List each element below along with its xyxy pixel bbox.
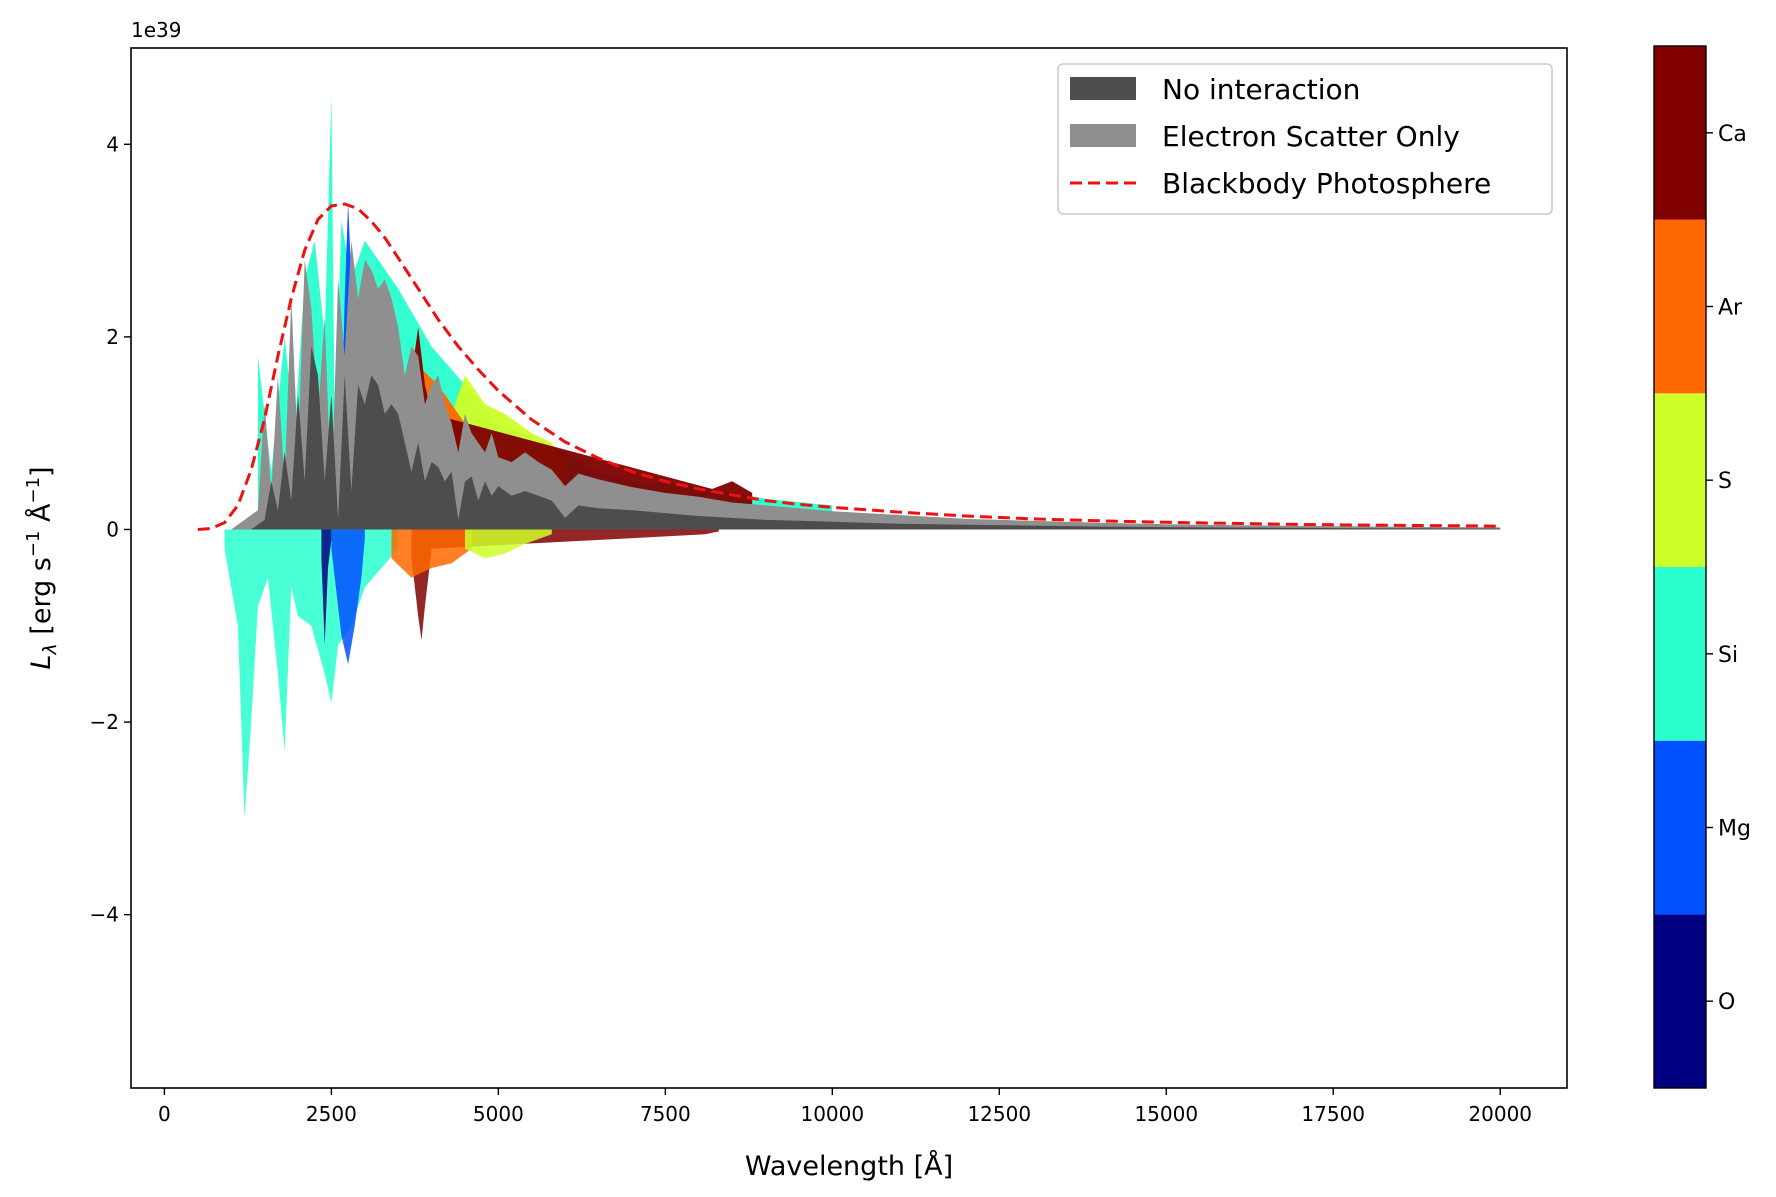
y-label-sup-b: −1 [23, 477, 44, 504]
x-tick-label: 5000 [473, 1102, 524, 1126]
legend-swatch-no-interaction [1070, 77, 1136, 100]
y-label-unit-b: Å [25, 503, 57, 531]
no-interaction-area [251, 346, 1501, 530]
x-axis-label: Wavelength [Å] [745, 1150, 953, 1182]
colorbar-label-mg: Mg [1718, 817, 1751, 842]
legend-swatch-electron-scatter [1070, 124, 1136, 147]
x-tick-label: 7500 [640, 1102, 691, 1126]
colorbar-label-o: O [1718, 990, 1735, 1015]
y-tick-label: −2 [90, 710, 119, 734]
colorbar-segment-s [1654, 393, 1706, 567]
plot-frame [130, 47, 1568, 1089]
colorbar-segment-si [1654, 567, 1706, 741]
y-label-unit-a: [erg s [26, 557, 57, 643]
y-tick-label: 2 [106, 325, 119, 349]
y-axis: −4 −2 0 2 4 [90, 132, 131, 927]
y-tick-label: −4 [90, 903, 119, 927]
absorption-area-mg [331, 529, 365, 665]
legend-label-electron-scatter: Electron Scatter Only [1162, 120, 1460, 153]
absorption-area-ar [391, 529, 472, 578]
y-tick-label: 0 [106, 517, 119, 541]
absorption-area-o [321, 529, 332, 645]
colorbar-label-s: S [1718, 469, 1732, 494]
colorbar-segment-mg [1654, 740, 1706, 915]
y-label-symbol: L [26, 655, 57, 670]
x-tick-label: 12500 [967, 1102, 1031, 1126]
y-label-subscript: λ [39, 643, 61, 655]
y-label-unit-end: ] [26, 466, 57, 477]
absorption-area-s [465, 529, 552, 559]
legend: No interaction Electron Scatter Only Bla… [1057, 63, 1553, 215]
legend-label-no-interaction: No interaction [1162, 73, 1360, 106]
colorbar-frame [1653, 45, 1707, 1089]
colorbar-label-ar: Ar [1718, 296, 1743, 321]
colorbar-segment-ar [1654, 219, 1706, 394]
element-colorbar: O Mg Si S Ar Ca [1653, 45, 1751, 1089]
x-tick-label: 15000 [1134, 1102, 1198, 1126]
colorbar-segment-o [1654, 914, 1706, 1088]
y-axis-label: Lλ [erg s−1 Å−1] [23, 466, 61, 669]
legend-label-blackbody: Blackbody Photosphere [1162, 167, 1491, 200]
plot-area [130, 47, 1568, 1089]
y-tick-label: 4 [106, 132, 119, 156]
x-axis: 0 2500 5000 7500 10000 12500 15000 17500 20000 [158, 1088, 1532, 1126]
legend-box [1057, 63, 1553, 215]
y-label-sup-a: −1 [23, 531, 44, 558]
x-tick-label: 17500 [1301, 1102, 1365, 1126]
y-offset-label: 1e39 [131, 18, 181, 42]
spectrum-series [197, 202, 1501, 531]
colorbar-label-si: Si [1718, 643, 1738, 668]
blackbody-photosphere-line [197, 202, 1501, 531]
x-tick-label: 20000 [1468, 1102, 1532, 1126]
colorbar-segment-ca [1654, 46, 1706, 220]
x-tick-label: 2500 [306, 1102, 357, 1126]
colorbar-label-ca: Ca [1718, 122, 1747, 147]
x-tick-label: 10000 [800, 1102, 864, 1126]
x-tick-label: 0 [158, 1102, 171, 1126]
